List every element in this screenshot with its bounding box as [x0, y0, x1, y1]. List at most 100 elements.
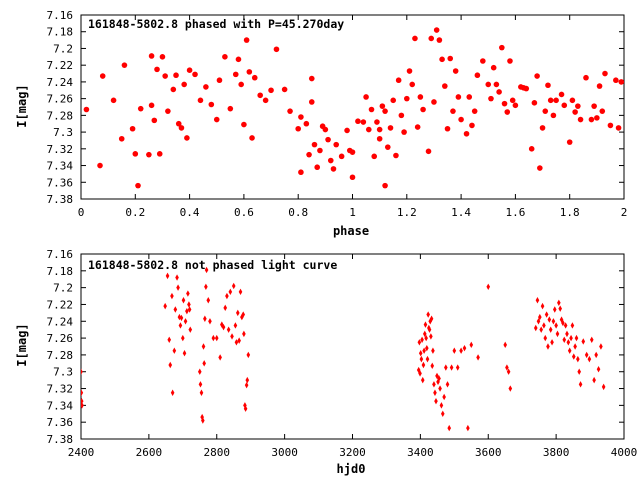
data-point [406, 68, 413, 74]
data-point [344, 127, 350, 134]
data-point [538, 313, 542, 321]
y-tick-label: 7.3 [53, 366, 73, 379]
data-point [203, 315, 207, 322]
y-tick-label: 7.18 [47, 265, 74, 278]
data-point [177, 313, 182, 321]
y-tick-label: 7.16 [47, 9, 74, 22]
chart-title: 161848-5802.8 phased with P=45.270day [88, 17, 344, 31]
data-point [469, 341, 474, 349]
data-point [226, 326, 231, 333]
data-point [379, 103, 386, 109]
data-point [227, 105, 234, 112]
data-point [175, 120, 182, 127]
data-series [83, 27, 624, 189]
data-point [238, 288, 243, 296]
data-point [599, 108, 606, 114]
data-point [591, 103, 597, 109]
data-point [225, 292, 229, 300]
data-point [204, 266, 209, 274]
data-point [146, 151, 152, 158]
data-point [575, 103, 581, 109]
data-point [422, 330, 427, 338]
data-point [550, 339, 554, 346]
data-point [235, 309, 240, 317]
data-point [435, 372, 439, 380]
data-point [540, 302, 545, 310]
data-point [567, 347, 572, 354]
data-point [455, 94, 462, 100]
data-point [613, 77, 619, 84]
x-tick-label: 3400 [407, 446, 434, 459]
data-point [382, 108, 388, 114]
data-point [429, 333, 433, 340]
data-point [486, 283, 491, 290]
data-point [508, 385, 513, 392]
data-point [393, 152, 399, 159]
data-point [81, 397, 84, 405]
y-tick-label: 7.3 [53, 126, 73, 139]
data-point [242, 330, 246, 338]
data-point [398, 112, 405, 119]
data-point [452, 347, 457, 354]
data-point [466, 94, 473, 100]
data-point [170, 389, 175, 396]
data-point [528, 146, 535, 152]
data-point [583, 74, 589, 81]
data-point [551, 318, 556, 325]
data-point [419, 355, 424, 363]
data-point [178, 322, 183, 329]
data-point [368, 106, 375, 113]
data-point [199, 389, 204, 396]
data-point [338, 153, 345, 160]
data-point [558, 91, 565, 98]
data-point [452, 68, 459, 74]
data-point [455, 364, 460, 371]
data-point [543, 334, 548, 342]
data-point [589, 336, 594, 343]
data-point [148, 102, 155, 109]
data-point [165, 272, 170, 280]
data-point [311, 141, 318, 148]
data-point [173, 72, 179, 79]
data-point [244, 381, 249, 389]
data-point [444, 125, 451, 132]
data-point [509, 97, 516, 104]
data-point [431, 347, 435, 354]
data-point [485, 81, 492, 88]
data-point [314, 164, 321, 171]
data-point [167, 336, 172, 343]
x-tick-label: 1 [349, 206, 356, 219]
data-point [594, 115, 600, 121]
data-point [251, 74, 258, 81]
data-point [214, 334, 219, 342]
data-point [547, 97, 554, 104]
data-point [537, 165, 543, 171]
data-point [427, 326, 432, 333]
data-point [222, 54, 228, 60]
data-point [420, 106, 426, 113]
data-point [542, 322, 546, 329]
data-point [424, 334, 428, 342]
data-point [218, 354, 222, 361]
data-point [172, 347, 177, 354]
data-point [447, 55, 454, 62]
data-point [426, 311, 430, 318]
data-point [213, 116, 220, 123]
x-tick-label: 1.2 [397, 206, 417, 219]
data-point [165, 108, 171, 114]
data-point [241, 311, 246, 318]
data-point [238, 81, 244, 88]
data-point [241, 121, 247, 128]
data-point [99, 73, 106, 79]
data-point [578, 381, 583, 388]
x-tick-label: 2800 [204, 446, 231, 459]
data-point [81, 389, 84, 396]
data-point [363, 94, 369, 100]
data-point [533, 324, 538, 332]
data-point [121, 62, 128, 68]
data-point [197, 368, 202, 375]
data-point [159, 54, 166, 60]
data-point [572, 109, 578, 115]
data-point [418, 350, 423, 357]
